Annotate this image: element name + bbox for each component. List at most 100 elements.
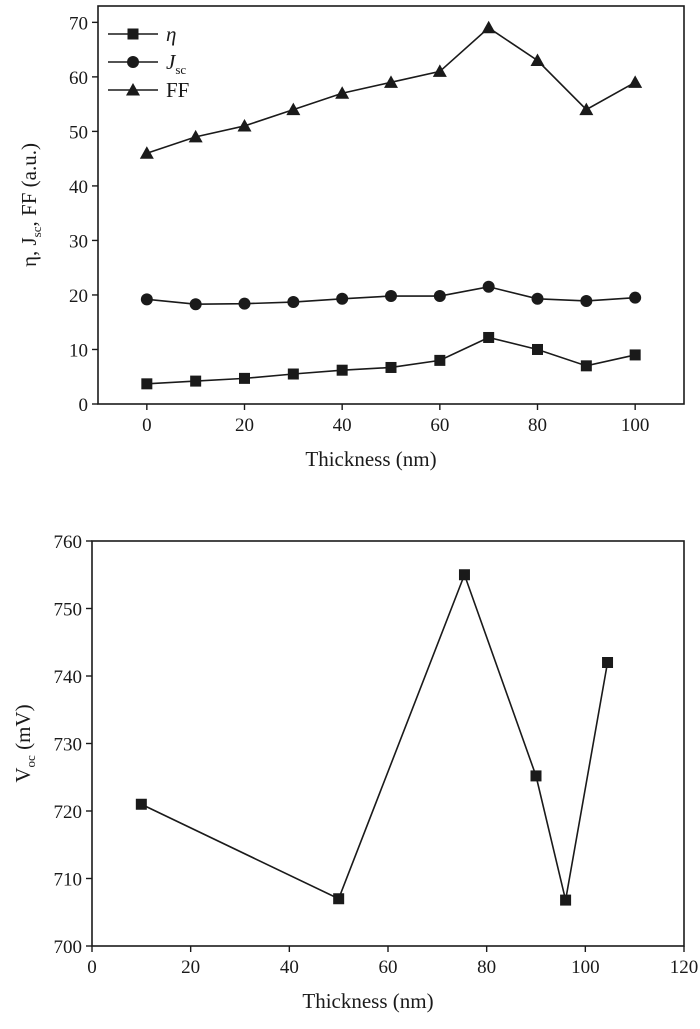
data-point-triangle — [139, 146, 154, 159]
data-point-triangle — [481, 20, 496, 34]
x-tick-label: 60 — [430, 415, 449, 436]
x-tick-label: 120 — [670, 957, 699, 978]
x-tick-label: 0 — [87, 957, 97, 978]
x-tick-label: 80 — [528, 415, 547, 436]
data-point-square — [532, 343, 543, 355]
y-tick-label: 760 — [54, 532, 83, 553]
data-point-square — [602, 657, 614, 668]
x-axis-title: Thickness (nm) — [302, 989, 433, 1013]
x-tick-label: 0 — [142, 415, 152, 436]
data-point-triangle — [384, 75, 398, 88]
y-tick-label: 70 — [69, 13, 88, 34]
series-line — [146, 336, 636, 385]
y-axis-title-sub: sc — [29, 226, 44, 237]
y-axis-title: η, Jsc, FF (a.u.) — [17, 143, 44, 267]
legend-marker-triangle — [126, 83, 140, 96]
y-axis-title-rest: (mV) — [11, 704, 35, 755]
data-point-circle — [580, 294, 593, 307]
y-tick-label: 30 — [69, 231, 88, 252]
data-point-circle — [482, 280, 495, 293]
data-point-square — [190, 375, 202, 387]
y-axis-title: Voc (mV) — [11, 704, 38, 782]
y-tick-label: 0 — [79, 395, 89, 416]
series-1 — [135, 569, 614, 906]
series-3 — [139, 20, 643, 159]
data-point-square — [560, 894, 572, 906]
y-tick-label: 710 — [54, 870, 83, 891]
data-point-square — [239, 372, 250, 384]
data-point-triangle — [628, 75, 643, 88]
plot-frame — [91, 540, 685, 947]
data-point-square — [483, 331, 495, 343]
data-point-square — [580, 360, 592, 372]
x-axis-title: Thickness (nm) — [305, 447, 436, 471]
y-axis-title-sub: oc — [23, 755, 38, 768]
y-tick-label: 720 — [54, 802, 83, 823]
data-point-circle — [385, 290, 397, 303]
series-2 — [140, 280, 642, 311]
data-point-triangle — [432, 64, 447, 77]
legend-label: Jsc — [166, 50, 186, 77]
legend-label: FF — [166, 78, 189, 102]
y-tick-label: 50 — [69, 122, 88, 143]
data-point-circle — [140, 293, 153, 306]
y-tick-label: 40 — [69, 177, 88, 198]
data-point-circle — [433, 290, 446, 303]
series-line — [140, 572, 609, 901]
legend-label: η — [166, 22, 176, 46]
data-point-square — [333, 893, 345, 905]
data-point-triangle — [237, 118, 252, 132]
data-point-circle — [531, 292, 544, 305]
y-axis-title-main: η, J — [17, 237, 41, 267]
legend-marker-square — [127, 28, 139, 40]
data-point-triangle — [286, 102, 301, 116]
x-tick-label: 40 — [333, 415, 352, 436]
data-point-triangle — [188, 129, 203, 143]
series-1 — [141, 331, 641, 390]
data-point-triangle — [530, 53, 545, 67]
data-point-triangle — [335, 86, 350, 99]
data-point-square — [458, 569, 470, 581]
x-tick-label: 80 — [477, 957, 496, 978]
x-tick-label: 100 — [571, 957, 600, 978]
data-point-circle — [629, 291, 642, 304]
data-point-circle — [336, 292, 349, 305]
data-point-square — [287, 368, 299, 380]
y-tick-label: 740 — [54, 667, 83, 688]
x-tick-label: 20 — [181, 957, 200, 978]
data-point-square — [336, 364, 348, 376]
y-tick-label: 20 — [69, 286, 88, 307]
x-tick-label: 20 — [235, 415, 254, 436]
y-tick-label: 700 — [54, 937, 83, 958]
data-point-square — [141, 378, 153, 390]
legend-label-sub: sc — [175, 62, 186, 77]
chart-1: 0 20 40 60 80 100 0 10 20 30 40 50 60 70 Thickness (nm… — [17, 5, 685, 471]
x-tick-label: 40 — [280, 957, 299, 978]
y-tick-label: 60 — [69, 68, 88, 89]
legend-marker-circle — [127, 56, 139, 68]
data-point-circle — [287, 296, 300, 309]
legend-label-main: η — [166, 22, 176, 46]
plot-frame — [97, 5, 685, 405]
data-point-square — [530, 770, 542, 782]
data-point-square — [434, 354, 446, 366]
data-point-circle — [189, 298, 202, 311]
y-axis-title-rest: , FF (a.u.) — [17, 143, 41, 226]
data-point-circle — [238, 297, 251, 310]
legend-label-main: J — [166, 50, 177, 74]
y-tick-label: 730 — [54, 735, 83, 756]
data-point-triangle — [579, 102, 594, 116]
data-point-square — [629, 349, 641, 361]
data-point-square — [135, 798, 147, 810]
data-point-square — [385, 361, 397, 373]
chart-2: 0 20 40 60 80 100 120 700 710 720 730 740 750 760 Thic… — [11, 532, 698, 1013]
y-axis-title-main: V — [11, 767, 35, 782]
y-tick-label: 750 — [54, 600, 83, 621]
series-line — [146, 26, 636, 154]
x-tick-label: 60 — [379, 957, 398, 978]
x-tick-label: 100 — [621, 415, 650, 436]
legend-label-main: FF — [166, 78, 189, 102]
